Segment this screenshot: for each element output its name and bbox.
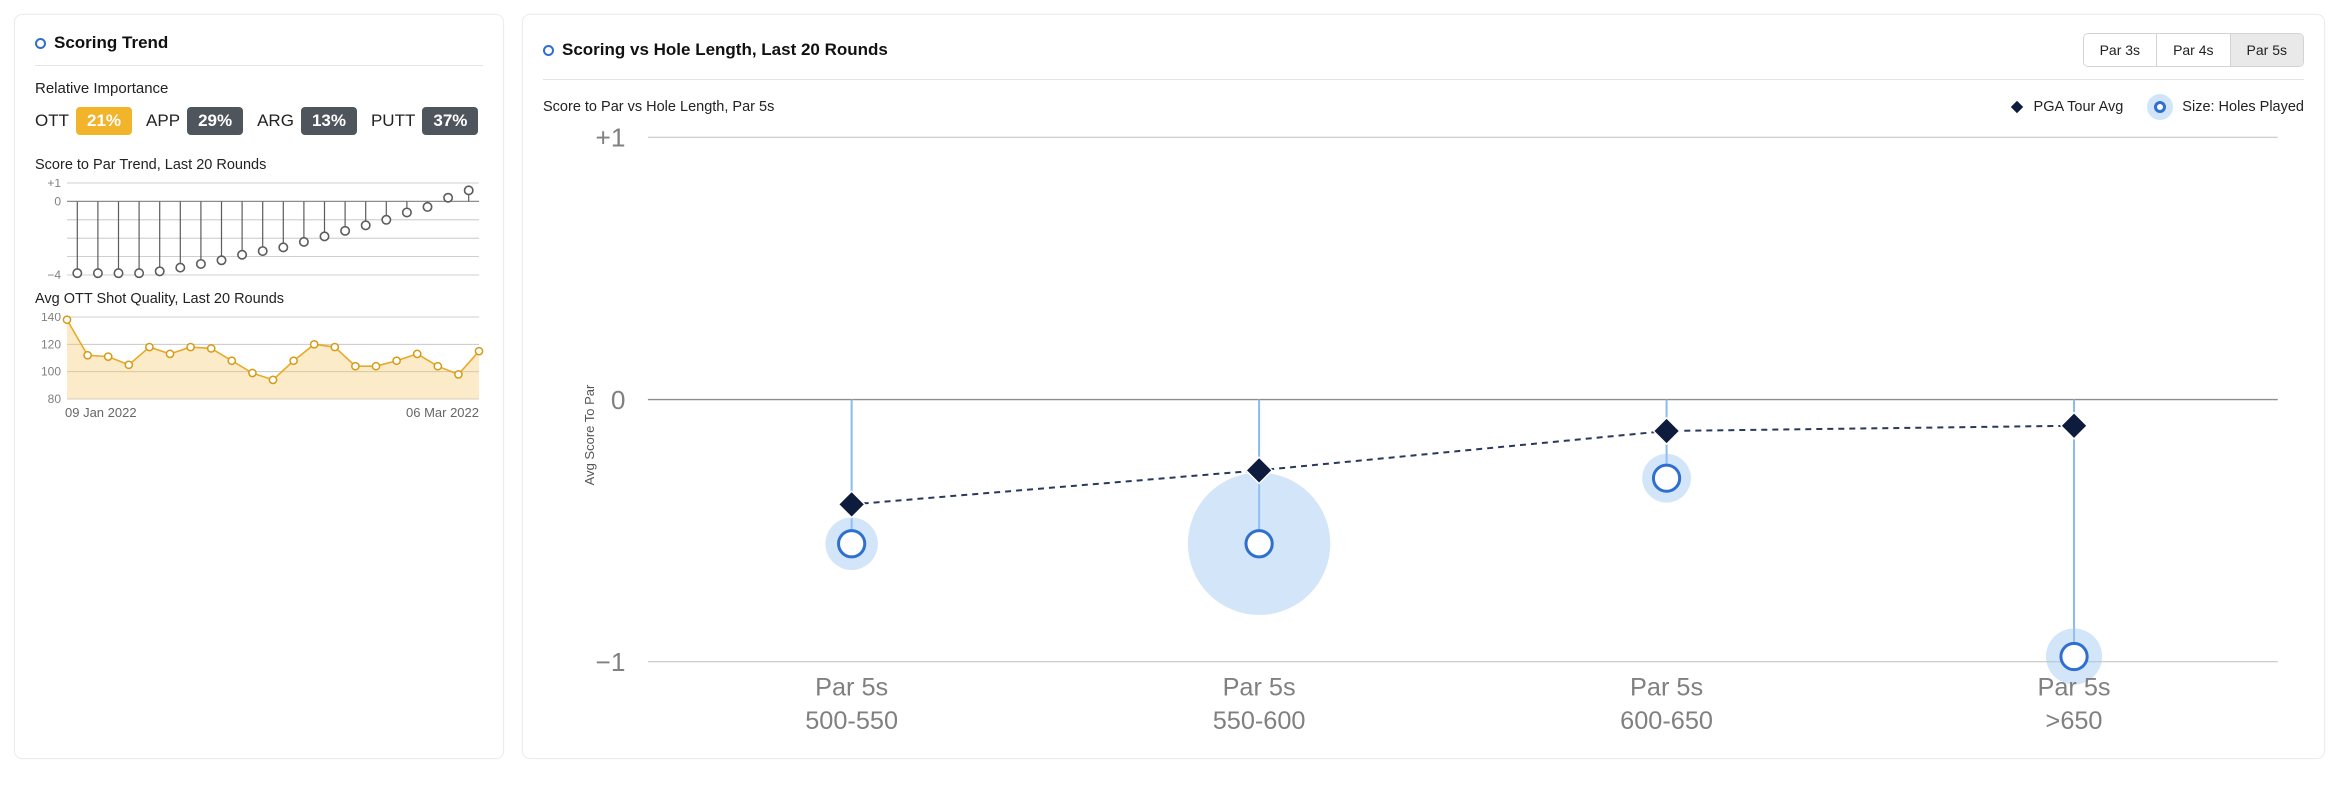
tab-par3s[interactable]: Par 3s: [2084, 34, 2156, 66]
legend: PGA Tour Avg Size: Holes Played: [2009, 94, 2304, 120]
scoring-trend-title: Scoring Trend: [35, 33, 483, 66]
importance-chip: 13%: [301, 107, 357, 135]
importance-key: OTT: [35, 111, 69, 131]
svg-text:550-600: 550-600: [1213, 707, 1306, 735]
scoring-trend-card: Scoring Trend Relative Importance OTT 21%…: [14, 14, 504, 759]
importance-key: APP: [146, 111, 180, 131]
diamond-icon: [2009, 99, 2025, 115]
y-axis-label: Avg Score To Par: [582, 385, 597, 486]
hole-length-chart: Avg Score To Par +1 0 −1 Par 5s 500-550 Par 5…: [543, 126, 2304, 744]
tab-par4s[interactable]: Par 4s: [2156, 34, 2229, 66]
svg-text:−4: −4: [47, 268, 61, 279]
svg-text:140: 140: [41, 313, 61, 324]
title-text: Scoring vs Hole Length, Last 20 Rounds: [562, 40, 888, 60]
svg-text:Par 5s: Par 5s: [815, 674, 888, 702]
bubble-icon: [2147, 94, 2173, 120]
svg-text:100: 100: [41, 365, 61, 379]
svg-text:500-550: 500-550: [805, 707, 898, 735]
legend-size-label: Size: Holes Played: [2182, 99, 2304, 115]
hole-length-title: Scoring vs Hole Length, Last 20 Rounds: [543, 40, 888, 60]
ott-trend-title: Avg OTT Shot Quality, Last 20 Rounds: [35, 291, 483, 307]
title-text: Scoring Trend: [54, 33, 168, 53]
svg-text:Par 5s: Par 5s: [2038, 674, 2111, 702]
trend-date-end: 06 Mar 2022: [406, 405, 479, 420]
donut-icon: [543, 45, 554, 56]
importance-item: OTT 21%: [35, 107, 132, 135]
hole-length-subtitle: Score to Par vs Hole Length, Par 5s: [543, 99, 774, 115]
svg-text:Par 5s: Par 5s: [1630, 674, 1703, 702]
importance-item: APP 29%: [146, 107, 243, 135]
score-trend-chart: +1 0 −4: [35, 179, 483, 279]
importance-label: Relative Importance: [35, 80, 483, 97]
svg-text:0: 0: [611, 385, 626, 415]
ott-trend-chart: 80 100 120 140: [35, 313, 483, 403]
par-tab-group: Par 3sPar 4sPar 5s: [2083, 33, 2304, 67]
importance-key: ARG: [257, 111, 294, 131]
importance-item: PUTT 37%: [371, 107, 478, 135]
importance-item: ARG 13%: [257, 107, 357, 135]
trend-date-start: 09 Jan 2022: [65, 405, 137, 420]
svg-text:+1: +1: [47, 179, 61, 190]
svg-text:+1: +1: [596, 126, 626, 153]
importance-row: OTT 21% APP 29% ARG 13% PUTT 37%: [35, 107, 483, 135]
importance-chip: 29%: [187, 107, 243, 135]
hole-length-card: Scoring vs Hole Length, Last 20 Rounds P…: [522, 14, 2325, 759]
importance-chip: 21%: [76, 107, 132, 135]
svg-text:>650: >650: [2046, 707, 2103, 735]
importance-key: PUTT: [371, 111, 415, 131]
tab-par5s[interactable]: Par 5s: [2230, 34, 2303, 66]
importance-chip: 37%: [422, 107, 478, 135]
legend-pga: PGA Tour Avg: [2009, 99, 2124, 115]
svg-text:120: 120: [41, 337, 61, 351]
legend-size: Size: Holes Played: [2147, 94, 2304, 120]
legend-pga-label: PGA Tour Avg: [2034, 99, 2124, 115]
score-trend-title: Score to Par Trend, Last 20 Rounds: [35, 157, 483, 173]
svg-text:0: 0: [54, 194, 61, 208]
svg-text:80: 80: [48, 392, 62, 403]
svg-text:600-650: 600-650: [1620, 707, 1713, 735]
svg-text:Par 5s: Par 5s: [1223, 674, 1296, 702]
trend-date-range: 09 Jan 2022 06 Mar 2022: [35, 405, 483, 420]
svg-text:−1: −1: [596, 647, 626, 677]
donut-icon: [35, 38, 46, 49]
